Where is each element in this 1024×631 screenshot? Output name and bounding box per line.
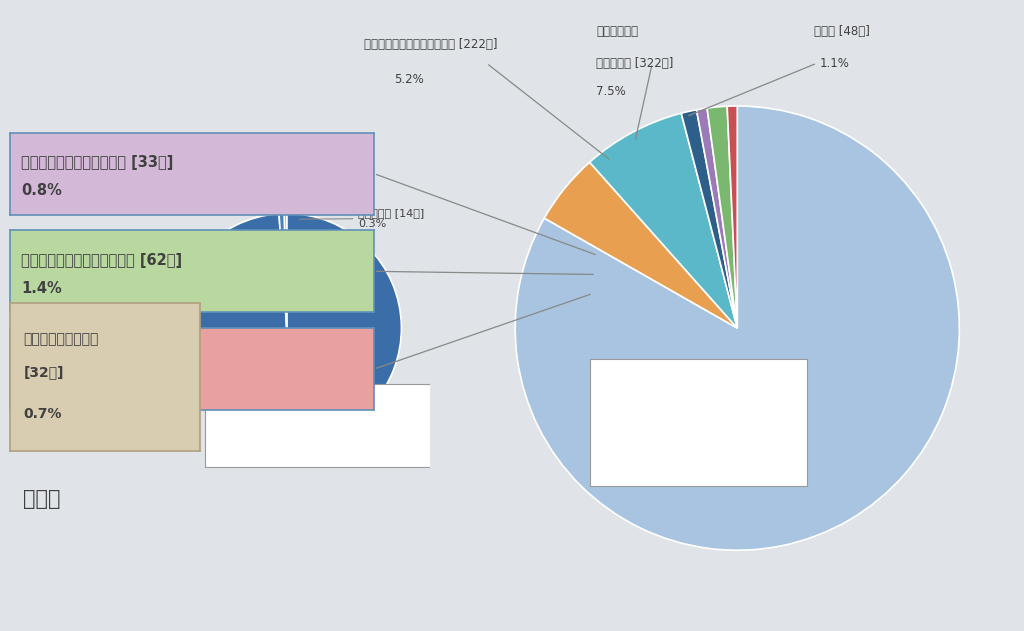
Text: 性自認: 性自認 xyxy=(23,488,60,509)
Wedge shape xyxy=(696,108,737,328)
Wedge shape xyxy=(590,113,737,328)
Text: トランスジェンダー: トランスジェンダー xyxy=(24,333,99,346)
Wedge shape xyxy=(681,110,737,328)
Text: 1.1%: 1.1% xyxy=(819,57,849,70)
FancyBboxPatch shape xyxy=(590,358,807,487)
Text: 7.5%: 7.5% xyxy=(596,85,626,98)
Text: わからない [322人]: わからない [322人] xyxy=(596,57,674,70)
Wedge shape xyxy=(279,213,287,328)
Text: 決めたくない・決めていない [222人]: 決めたくない・決めていない [222人] xyxy=(364,38,497,51)
Text: 98.9%: 98.9% xyxy=(212,425,248,435)
Text: 性別無回答 [14人]
0.3%: 性別無回答 [14人] 0.3% xyxy=(300,208,425,229)
Text: 5.2%: 5.2% xyxy=(394,73,424,86)
Text: アセクシュアル・無性愛者 [33人]: アセクシュアル・無性愛者 [33人] xyxy=(22,155,173,170)
FancyBboxPatch shape xyxy=(205,384,431,467)
Text: 無回答 [48人]: 無回答 [48人] xyxy=(814,25,870,38)
Text: 0.7%: 0.7% xyxy=(22,379,61,394)
Text: 1.4%: 1.4% xyxy=(22,281,61,296)
Wedge shape xyxy=(727,106,737,328)
Text: 0.8%: 0.8% xyxy=(22,184,62,198)
Wedge shape xyxy=(515,106,959,550)
Wedge shape xyxy=(172,213,401,443)
Text: [32人]: [32人] xyxy=(24,365,65,379)
Text: 質問の意味が: 質問の意味が xyxy=(596,25,638,38)
Wedge shape xyxy=(545,162,737,328)
Wedge shape xyxy=(708,106,737,328)
Text: 0.7%: 0.7% xyxy=(24,407,62,421)
Text: 83.2%: 83.2% xyxy=(601,428,643,441)
Text: 異性愛者  [3567人]: 異性愛者 [3567人] xyxy=(601,372,694,386)
Text: バイセクシュアル・両性愛者 [62人]: バイセクシュアル・両性愛者 [62人] xyxy=(22,253,182,268)
Text: ゲイ・レズビアン・同性愛耇 [31人]: ゲイ・レズビアン・同性愛耇 [31人] xyxy=(22,351,182,366)
Wedge shape xyxy=(285,213,287,328)
Text: トランスジェンダーでない [4239人]: トランスジェンダーでない [4239人] xyxy=(212,391,339,401)
